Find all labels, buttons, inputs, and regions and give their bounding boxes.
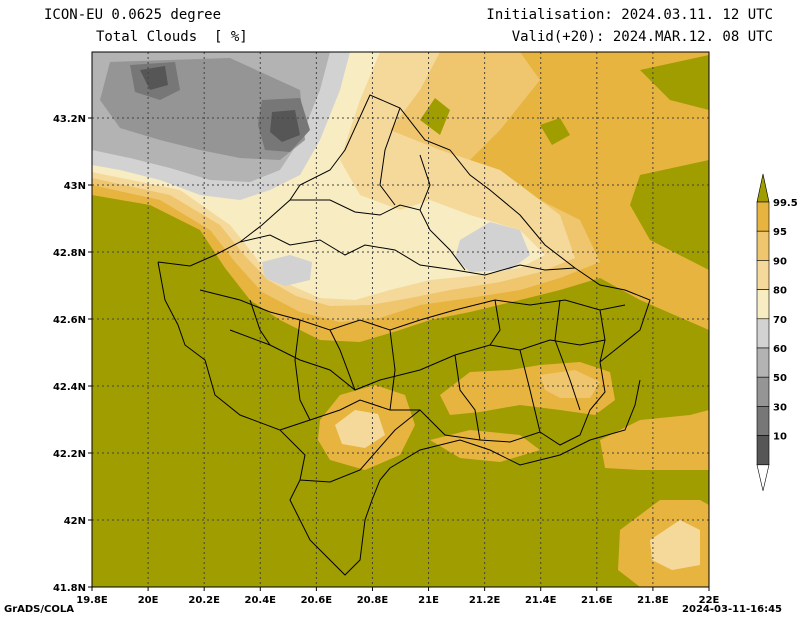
x-tick-label: 20.8E	[357, 595, 389, 606]
legend-color-box	[756, 230, 770, 261]
legend-color-box	[756, 347, 770, 378]
legend-label: 30	[773, 402, 787, 413]
legend-label: 95	[773, 227, 787, 238]
green-patch-north	[420, 55, 709, 145]
legend-label: 60	[773, 344, 787, 355]
legend-color-box	[756, 318, 770, 349]
legend-label: 50	[773, 373, 787, 384]
legend-color-box	[756, 376, 770, 407]
legend-color-box	[756, 201, 770, 232]
legend-color-box	[756, 260, 770, 290]
x-axis-labels: 19.8E 20E 20.2E 20.4E 20.6E 20.8E 21E 21.2E 21.4…	[76, 587, 720, 606]
internal-boundary-6	[279, 349, 541, 441]
y-tick-label: 42.4N	[53, 382, 86, 393]
internal-boundary-1	[239, 234, 576, 276]
x-tick-label: 20.2E	[188, 595, 220, 606]
legend-label: 80	[773, 286, 787, 297]
y-tick-label: 42.2N	[53, 449, 86, 460]
y-tick-label: 42.6N	[53, 315, 86, 326]
variable-title: Total Clouds [ %]	[96, 29, 248, 45]
western-boundary	[157, 261, 306, 481]
valid-time: Valid(+20): 2024.MAR.12. 08 UTC	[511, 29, 773, 45]
internal-boundary-7	[294, 299, 581, 421]
x-tick-label: 19.8E	[76, 595, 108, 606]
legend-arrow-bottom	[756, 464, 770, 491]
grey-patch-east	[455, 222, 530, 272]
y-tick-label: 42.8N	[53, 248, 86, 259]
kosovo-outline	[157, 94, 651, 576]
colorbar-legend: 99.5 95 90 80 70 60 50 30 10	[756, 173, 798, 491]
cloud-band-dark	[140, 66, 300, 142]
legend-arrow-top	[756, 173, 770, 203]
y-axis-labels: 43.2N 43N 42.8N 42.6N 42.4N 42.2N 42N 41.8N	[53, 114, 92, 594]
admin-boundaries	[157, 94, 651, 576]
initialisation-time: Initialisation: 2024.03.11. 12 UTC	[486, 7, 773, 23]
internal-boundary-2	[290, 199, 466, 271]
x-tick-label: 22E	[699, 595, 720, 606]
y-tick-label: 42N	[64, 516, 86, 527]
x-tick-label: 20.4E	[245, 595, 277, 606]
cloud-field	[92, 52, 709, 587]
internal-boundary-4	[199, 289, 626, 331]
legend-label: 99.5	[773, 198, 798, 209]
x-tick-label: 20.6E	[301, 595, 333, 606]
internal-boundary-8	[249, 299, 606, 391]
x-tick-label: 21.4E	[525, 595, 557, 606]
south-blob-center-inner	[540, 370, 600, 398]
legend-label: 70	[773, 315, 787, 326]
y-tick-label: 43.2N	[53, 114, 86, 125]
grey-patch-west	[262, 255, 312, 286]
legend-label: 10	[773, 432, 787, 443]
cloud-band-10	[130, 62, 310, 152]
south-strip-east	[600, 410, 709, 470]
model-title: ICON-EU 0.0625 degree	[44, 7, 222, 23]
x-tick-label: 20E	[138, 595, 159, 606]
footer-credit: GrADS/COLA	[4, 604, 74, 615]
x-tick-label: 21.6E	[581, 595, 613, 606]
legend-color-box	[756, 435, 770, 466]
internal-boundary-5	[229, 329, 606, 391]
internal-boundary-3	[379, 107, 431, 211]
x-tick-label: 21.2E	[469, 595, 501, 606]
x-tick-label: 21.8E	[637, 595, 669, 606]
y-tick-label: 41.8N	[53, 583, 86, 594]
y-tick-label: 43N	[64, 181, 86, 192]
legend-color-box	[756, 289, 770, 320]
sw-corner-blob-inner	[650, 520, 700, 570]
x-tick-label: 21E	[418, 595, 439, 606]
green-patch-ne	[630, 160, 709, 270]
south-strip-mid	[430, 430, 540, 462]
footer-timestamp: 2024-03-11-16:45	[682, 604, 782, 615]
legend-color-box	[756, 406, 770, 436]
graticule	[92, 52, 709, 587]
legend-label: 90	[773, 256, 787, 267]
